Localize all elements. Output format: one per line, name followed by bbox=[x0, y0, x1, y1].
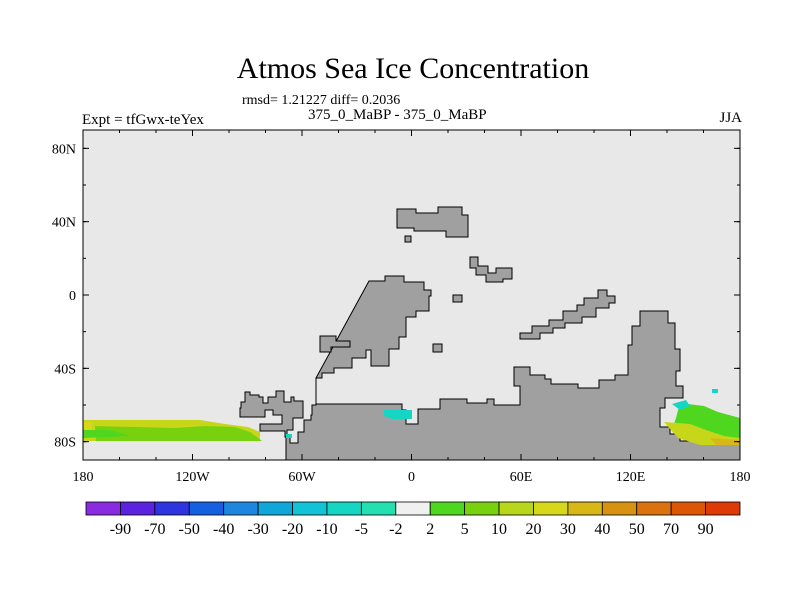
colorbar-swatch bbox=[464, 501, 500, 516]
colorbar-label: 30 bbox=[560, 521, 576, 538]
y-tick-label: 0 bbox=[69, 289, 76, 304]
colorbar-label: -2 bbox=[389, 521, 402, 538]
colorbar-label: -70 bbox=[144, 521, 165, 538]
x-tick-label: 180 bbox=[730, 470, 751, 485]
anomaly-east-cyan bbox=[672, 400, 690, 410]
anomaly-layer bbox=[83, 389, 740, 445]
colorbar-swatch bbox=[120, 501, 156, 516]
colorbar: -90 -70 -50 -40 -30 -20 -10 -5 -2 2 5 10 20 30 40 50 70 9… bbox=[85, 501, 741, 538]
y-tick-label: 40N bbox=[52, 216, 76, 231]
colorbar-label: 70 bbox=[663, 521, 679, 538]
colorbar-label: 2 bbox=[426, 521, 434, 538]
colorbar-swatch bbox=[223, 501, 259, 516]
colorbar-swatch bbox=[705, 501, 741, 516]
colorbar-swatch bbox=[85, 501, 121, 516]
colorbar-swatch bbox=[360, 501, 397, 516]
season-label: JJA bbox=[719, 110, 742, 126]
colorbar-label: -90 bbox=[110, 521, 131, 538]
land-islets-north bbox=[469, 256, 513, 283]
colorbar-swatch bbox=[326, 501, 362, 516]
anomaly-east-orange bbox=[710, 438, 740, 445]
anomaly-west-green-2 bbox=[83, 430, 130, 438]
x-tick-label: 120W bbox=[175, 470, 210, 485]
colorbar-label: 10 bbox=[491, 521, 507, 538]
anomaly-east-cyan-dot bbox=[712, 389, 718, 393]
x-tick-label: 60W bbox=[288, 470, 316, 485]
colorbar-swatch bbox=[567, 501, 603, 516]
land-gondwana-main bbox=[239, 275, 741, 461]
colorbar-swatch bbox=[188, 501, 225, 516]
colorbar-label: 50 bbox=[629, 521, 645, 538]
colorbar-swatch bbox=[670, 501, 706, 516]
colorbar-label: -10 bbox=[316, 521, 337, 538]
colorbar-swatch bbox=[498, 501, 534, 516]
land-islet-sw bbox=[319, 335, 351, 353]
anomaly-west-cyan-dot bbox=[286, 434, 292, 438]
anomaly-weddell-cyan bbox=[384, 410, 412, 419]
y-tick-label: 40S bbox=[54, 362, 76, 377]
colorbar-swatch bbox=[601, 501, 638, 516]
land-layer bbox=[239, 206, 741, 461]
colorbar-label: -40 bbox=[213, 521, 234, 538]
colorbar-swatch bbox=[636, 501, 672, 516]
anomaly-west-yellow-2 bbox=[83, 422, 92, 430]
colorbar-swatch bbox=[257, 501, 293, 516]
anomaly-west-green bbox=[95, 426, 262, 441]
land-north-block bbox=[396, 206, 469, 238]
colorbar-label: 40 bbox=[594, 521, 610, 538]
axes-layer: 180 120W 60W 0 60E 120E 180 80N 40N 0 40S 80S bbox=[52, 130, 751, 485]
land-islet-e bbox=[452, 294, 463, 303]
y-tick-label: 80N bbox=[52, 142, 76, 157]
colorbar-swatch bbox=[429, 501, 466, 516]
colorbar-label: -20 bbox=[282, 521, 303, 538]
x-tick-label: 120E bbox=[616, 470, 646, 485]
colorbar-label: 20 bbox=[525, 521, 541, 538]
colorbar-swatch bbox=[292, 501, 328, 516]
land-eastern-arc bbox=[519, 289, 616, 340]
colorbar-swatch bbox=[533, 501, 569, 516]
colorbar-swatch bbox=[395, 501, 431, 516]
colorbar-label: -5 bbox=[355, 521, 368, 538]
x-tick-label: 0 bbox=[408, 470, 415, 485]
y-tick-label: 80S bbox=[54, 436, 76, 451]
x-tick-label: 60E bbox=[510, 470, 533, 485]
colorbar-label: -50 bbox=[179, 521, 200, 538]
expt-label: Expt = tfGwx-teYex bbox=[82, 112, 204, 128]
stats-line: rmsd= 1.21227 diff= 0.2036 bbox=[242, 93, 401, 108]
colorbar-label: 5 bbox=[461, 521, 469, 538]
chart-title: Atmos Sea Ice Concentration bbox=[236, 52, 590, 85]
land-islet-mid bbox=[432, 343, 443, 353]
colorbar-label: -30 bbox=[247, 521, 268, 538]
x-tick-label: 180 bbox=[73, 470, 94, 485]
case-label: 375_0_MaBP - 375_0_MaBP bbox=[308, 107, 487, 123]
colorbar-label: 90 bbox=[698, 521, 714, 538]
colorbar-swatch bbox=[154, 501, 190, 516]
land-islet-1 bbox=[404, 235, 412, 243]
